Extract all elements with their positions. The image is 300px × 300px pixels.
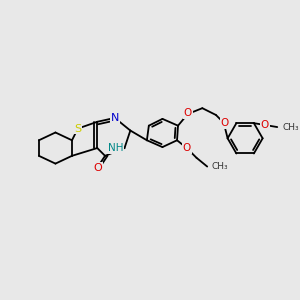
Text: CH₃: CH₃ [211, 162, 228, 171]
Text: O: O [260, 120, 269, 130]
Text: O: O [93, 163, 102, 172]
Text: O: O [220, 118, 229, 128]
Text: N: N [111, 113, 119, 123]
Text: NH: NH [108, 143, 124, 153]
Text: CH₃: CH₃ [282, 123, 299, 132]
Text: O: O [183, 143, 191, 153]
Text: O: O [184, 108, 192, 118]
Text: S: S [74, 124, 81, 134]
